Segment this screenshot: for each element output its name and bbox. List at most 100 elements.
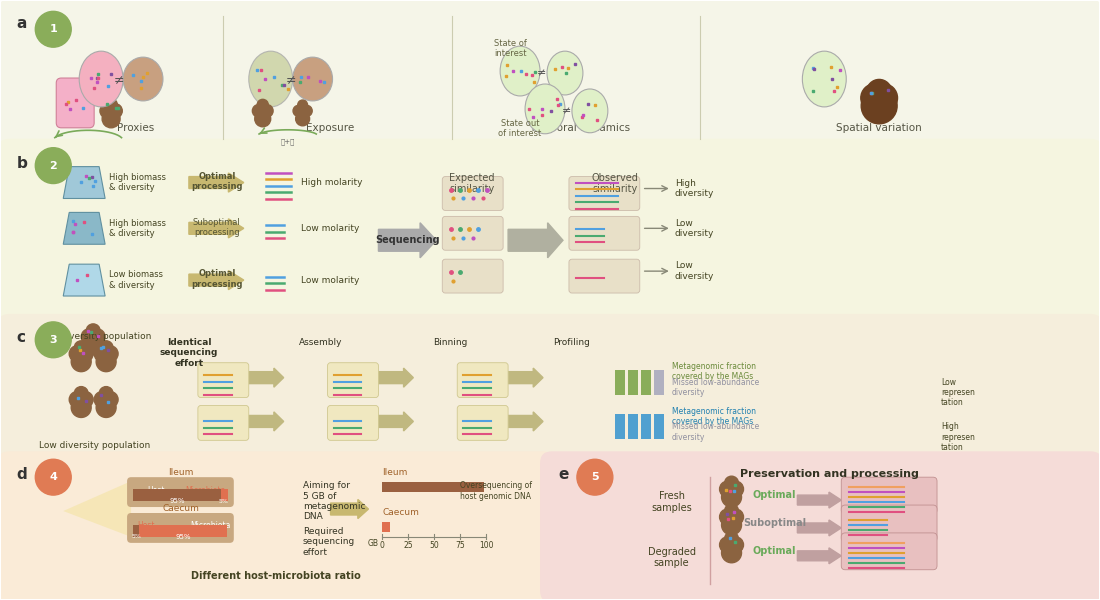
Text: Low diversity population: Low diversity population: [39, 442, 150, 451]
Text: Low
represen
tation: Low represen tation: [940, 377, 975, 407]
Circle shape: [722, 543, 741, 563]
Circle shape: [89, 329, 106, 345]
FancyArrow shape: [189, 219, 244, 238]
Circle shape: [72, 398, 91, 418]
Circle shape: [100, 104, 114, 118]
Text: Spatial variation: Spatial variation: [836, 123, 922, 133]
FancyBboxPatch shape: [0, 451, 556, 600]
Ellipse shape: [123, 57, 163, 101]
Bar: [133, 525, 139, 537]
FancyBboxPatch shape: [569, 217, 640, 250]
Bar: [615, 370, 625, 395]
FancyArrow shape: [508, 412, 543, 431]
Text: Profiling: Profiling: [553, 338, 591, 347]
Circle shape: [35, 459, 72, 495]
Text: Microbiota: Microbiota: [190, 521, 231, 530]
Text: Microbiota: Microbiota: [186, 485, 227, 494]
FancyArrow shape: [331, 499, 368, 518]
Text: Caecum: Caecum: [163, 504, 199, 513]
Text: Identical
sequencing
effort: Identical sequencing effort: [160, 338, 218, 368]
Text: Host: Host: [138, 521, 155, 530]
Text: Metagenomic fraction
covered by the MAGs: Metagenomic fraction covered by the MAGs: [672, 407, 756, 426]
Circle shape: [727, 509, 744, 525]
FancyBboxPatch shape: [442, 217, 503, 250]
FancyArrow shape: [378, 412, 414, 431]
Ellipse shape: [79, 51, 123, 107]
Text: Temporal dynamics: Temporal dynamics: [529, 123, 630, 133]
Circle shape: [301, 106, 312, 116]
Circle shape: [727, 481, 744, 497]
Circle shape: [861, 88, 898, 124]
FancyBboxPatch shape: [442, 176, 503, 211]
FancyBboxPatch shape: [0, 0, 1100, 155]
Circle shape: [77, 392, 94, 407]
Text: GB: GB: [367, 539, 378, 548]
Text: d: d: [16, 467, 28, 482]
Circle shape: [102, 346, 118, 362]
Text: 2: 2: [50, 161, 57, 170]
Circle shape: [257, 100, 268, 110]
Text: 5: 5: [591, 472, 598, 482]
Text: Sequencing: Sequencing: [375, 235, 440, 245]
Circle shape: [296, 112, 309, 126]
Circle shape: [72, 352, 91, 371]
Circle shape: [719, 481, 736, 497]
Circle shape: [99, 386, 113, 401]
FancyArrow shape: [508, 223, 563, 258]
FancyBboxPatch shape: [128, 513, 234, 543]
Text: ≠: ≠: [537, 68, 547, 78]
Text: High diversity population: High diversity population: [37, 332, 152, 341]
FancyArrow shape: [249, 412, 284, 431]
Text: Degraded
sample: Degraded sample: [648, 547, 695, 568]
Text: Expected
similarity: Expected similarity: [450, 173, 495, 194]
Bar: [628, 415, 638, 439]
Bar: [653, 370, 663, 395]
Text: ≠: ≠: [285, 73, 296, 86]
Circle shape: [35, 11, 72, 47]
Text: Optimal: Optimal: [752, 546, 796, 556]
FancyBboxPatch shape: [198, 406, 249, 440]
Text: Low molarity: Low molarity: [300, 275, 359, 284]
Text: State of
interest: State of interest: [494, 39, 527, 58]
Circle shape: [74, 386, 88, 401]
FancyBboxPatch shape: [328, 406, 378, 440]
FancyBboxPatch shape: [458, 363, 508, 398]
FancyArrow shape: [378, 368, 414, 387]
Text: State out
of interest: State out of interest: [498, 119, 541, 138]
Text: e: e: [558, 467, 569, 482]
Circle shape: [252, 104, 265, 117]
Text: High
represen
tation: High represen tation: [940, 422, 975, 452]
Text: 100: 100: [478, 541, 494, 550]
Circle shape: [84, 335, 103, 355]
Circle shape: [722, 487, 741, 507]
Circle shape: [81, 329, 97, 345]
Bar: [628, 370, 638, 395]
Ellipse shape: [547, 51, 583, 95]
Ellipse shape: [572, 89, 608, 133]
Circle shape: [576, 459, 613, 495]
Circle shape: [102, 392, 118, 407]
Text: High molarity: High molarity: [300, 178, 362, 187]
Circle shape: [99, 341, 113, 355]
Text: ≠: ≠: [562, 106, 572, 116]
Text: High biomass
& diversity: High biomass & diversity: [109, 218, 166, 238]
Text: b: b: [16, 155, 28, 170]
Circle shape: [35, 148, 72, 184]
Circle shape: [867, 79, 892, 104]
FancyBboxPatch shape: [56, 78, 95, 128]
Circle shape: [96, 398, 117, 418]
Bar: [615, 415, 625, 439]
Circle shape: [719, 509, 736, 525]
FancyBboxPatch shape: [842, 533, 937, 570]
Circle shape: [869, 83, 898, 112]
Circle shape: [293, 106, 305, 116]
Text: Fresh
samples: Fresh samples: [651, 491, 692, 513]
Text: ⏱+🌡: ⏱+🌡: [280, 139, 295, 145]
FancyBboxPatch shape: [569, 176, 640, 211]
Circle shape: [74, 341, 88, 355]
FancyBboxPatch shape: [0, 314, 1100, 469]
Circle shape: [255, 111, 271, 127]
Circle shape: [719, 537, 736, 553]
Text: Low
diversity: Low diversity: [674, 218, 714, 238]
Circle shape: [95, 392, 110, 407]
